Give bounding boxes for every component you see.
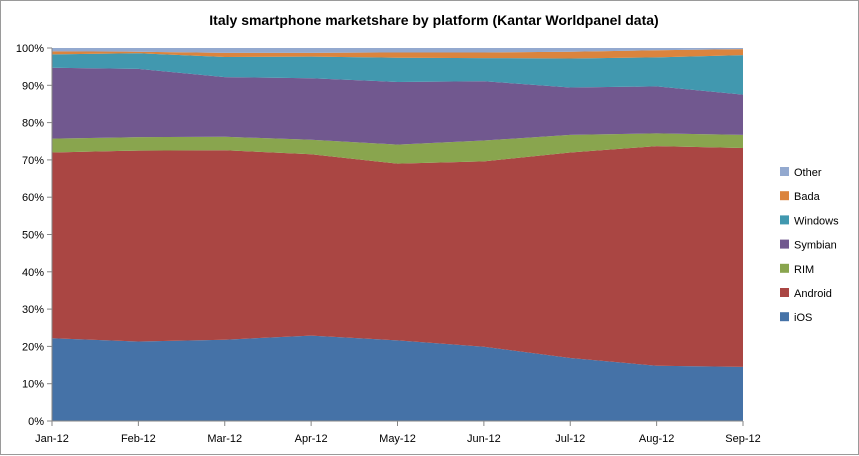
area-series-group: [52, 48, 743, 421]
y-tick-label: 70%: [22, 155, 44, 167]
x-tick-label: Sep-12: [725, 433, 760, 445]
x-tick-label: Apr-12: [295, 433, 328, 445]
legend-swatch-symbian: [780, 239, 789, 249]
y-tick-label: 80%: [22, 118, 44, 130]
legend-label-symbian: Symbian: [794, 240, 837, 252]
area-windows: [52, 53, 743, 95]
y-tick-label: 40%: [22, 267, 44, 279]
area-rim: [52, 133, 743, 164]
legend-swatch-other: [780, 167, 789, 176]
x-tick-label: Aug-12: [639, 433, 674, 445]
y-tick-label: 50%: [22, 230, 44, 242]
legend: Other Bada Windows Symbian RIM Android iOS: [780, 167, 839, 324]
legend-label-other: Other: [794, 167, 822, 179]
x-tick-label: Feb-12: [121, 433, 156, 445]
y-tick-label: 10%: [22, 379, 44, 391]
legend-swatch-bada: [780, 191, 789, 201]
legend-swatch-windows: [780, 215, 789, 225]
legend-label-android: Android: [794, 288, 832, 300]
x-tick-label: Mar-12: [207, 433, 242, 445]
legend-label-windows: Windows: [794, 215, 839, 227]
area-ios: [52, 335, 743, 421]
legend-swatch-android: [780, 288, 789, 297]
y-tick-label: 90%: [22, 80, 44, 92]
legend-swatch-rim: [780, 263, 789, 273]
x-tick-label: Jun-12: [467, 433, 501, 445]
x-tick-label: May-12: [379, 433, 416, 445]
axes-group: 0% 10% 20% 30% 40% 50% 60% 70% 80% 90% 100% Jan-12 F…: [16, 43, 761, 445]
area-other: [52, 48, 743, 53]
y-tick-label: 0%: [28, 416, 44, 428]
legend-swatch-ios: [780, 312, 789, 322]
area-bada: [52, 49, 743, 59]
x-tick-label: Jul-12: [555, 433, 585, 445]
legend-label-ios: iOS: [794, 312, 812, 324]
y-tick-label: 30%: [22, 304, 44, 316]
y-tick-label: 100%: [16, 43, 44, 55]
x-tick-label: Jan-12: [35, 433, 69, 445]
legend-label-bada: Bada: [794, 191, 821, 203]
y-tick-label: 20%: [22, 341, 44, 353]
area-android: [52, 146, 743, 367]
legend-label-rim: RIM: [794, 264, 814, 276]
area-symbian: [52, 67, 743, 145]
chart-title: Italy smartphone marketshare by platform…: [209, 12, 658, 28]
y-tick-label: 60%: [22, 192, 44, 204]
